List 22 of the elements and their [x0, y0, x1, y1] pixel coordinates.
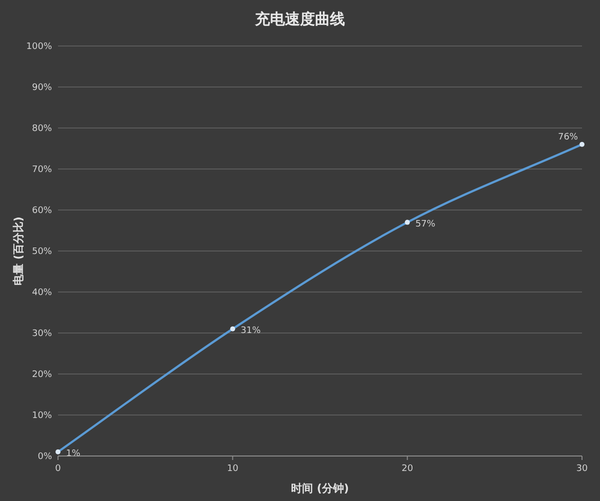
y-tick-label: 90% — [32, 83, 52, 93]
x-axis-title: 时间 (分钟) — [291, 482, 349, 495]
y-tick-label: 70% — [32, 165, 52, 175]
data-label: 1% — [66, 448, 81, 459]
data-label: 57% — [415, 219, 436, 230]
data-label: 76% — [558, 132, 578, 142]
x-tick-label: 20 — [402, 464, 414, 474]
y-tick-label: 0% — [38, 452, 52, 462]
data-label: 31% — [240, 326, 262, 336]
x-tick-label: 0 — [55, 464, 62, 474]
y-tick-label: 50% — [32, 247, 52, 257]
x-tick-label: 30 — [576, 464, 588, 474]
chart-title: 充电速度曲线 — [254, 10, 345, 28]
y-tick-label: 40% — [32, 288, 52, 298]
y-tick-label: 80% — [32, 124, 52, 134]
y-tick-label: 10% — [32, 411, 52, 421]
x-tick-label: 10 — [226, 464, 239, 474]
y-tick-label: 60% — [32, 206, 52, 216]
y-tick-label: 100% — [26, 42, 52, 52]
y-tick-label: 30% — [32, 329, 52, 339]
y-tick-label: 20% — [32, 370, 52, 380]
y-axis-title: 电量 (百分比) — [12, 216, 25, 286]
